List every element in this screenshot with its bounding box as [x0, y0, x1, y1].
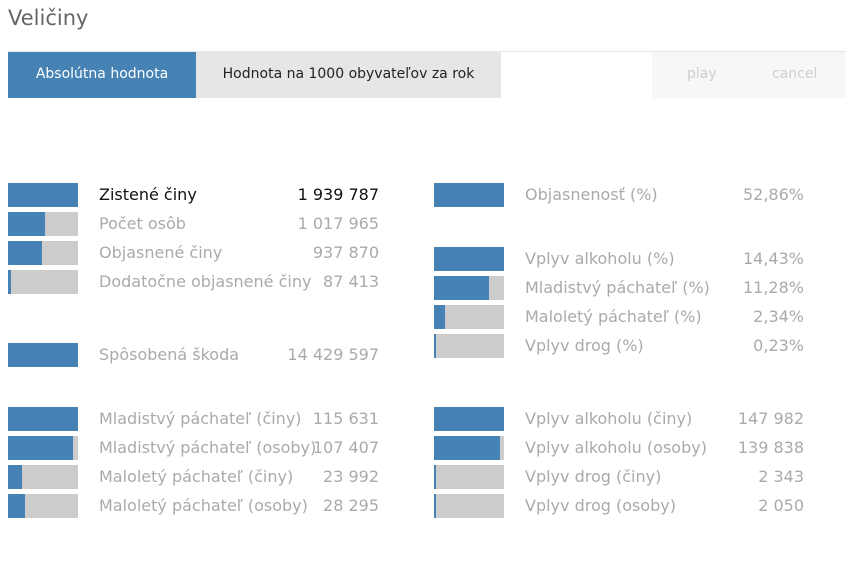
metric-bar: [8, 343, 78, 367]
metric-value: 2 050: [758, 496, 804, 515]
metric-value: 28 295: [323, 496, 379, 515]
metric-value: 2,34%: [753, 307, 804, 326]
metric-value: 14,43%: [742, 249, 804, 268]
tab-absolute-value[interactable]: Absolútna hodnota: [8, 52, 196, 98]
metric-row[interactable]: Maloletý páchateľ (činy) 23 992: [8, 465, 379, 491]
metric-label: Maloletý páchateľ (činy): [99, 467, 294, 486]
metric-bar: [8, 183, 78, 207]
metric-label: Vplyv alkoholu (osoby): [525, 438, 707, 457]
metric-row[interactable]: Vplyv alkoholu (činy) 147 982: [434, 407, 804, 433]
metric-value: 11,28%: [742, 278, 804, 297]
metric-bar: [8, 407, 78, 431]
metric-value: 139 838: [737, 438, 804, 457]
page-title: Veličiny: [8, 6, 89, 30]
metric-bar-fill: [434, 407, 504, 431]
metric-bar: [434, 407, 504, 431]
cancel-button[interactable]: cancel: [772, 66, 818, 82]
metric-value: 23 992: [323, 467, 379, 486]
metric-row[interactable]: Vplyv alkoholu (osoby) 139 838: [434, 436, 804, 462]
metric-bar-fill: [8, 343, 78, 367]
metric-value: 2 343: [758, 467, 804, 486]
metric-value: 115 631: [312, 409, 379, 428]
metric-row[interactable]: Spôsobená škoda 14 429 597: [8, 343, 379, 369]
metric-bar: [8, 465, 78, 489]
metric-row[interactable]: Zistené činy 1 939 787: [8, 183, 379, 209]
metric-label: Zistené činy: [99, 185, 197, 204]
metric-bar-fill: [8, 212, 45, 236]
metric-value: 937 870: [312, 243, 379, 262]
metric-label: Dodatočne objasnené činy: [99, 272, 312, 291]
metric-label: Vplyv drog (osoby): [525, 496, 677, 515]
metric-label: Vplyv drog (%): [525, 336, 644, 355]
metric-row[interactable]: Mladistvý páchateľ (činy) 115 631: [8, 407, 379, 433]
metric-row[interactable]: Počet osôb 1 017 965: [8, 212, 379, 238]
metric-label: Mladistvý páchateľ (osoby): [99, 438, 317, 457]
metric-bar-fill: [8, 465, 22, 489]
metric-row[interactable]: Mladistvý páchateľ (osoby) 107 407: [8, 436, 379, 462]
metric-row[interactable]: Vplyv drog (%) 0,23%: [434, 334, 804, 360]
metric-bar: [8, 436, 78, 460]
metric-bar-fill: [434, 276, 489, 300]
metric-row[interactable]: Maloletý páchateľ (osoby) 28 295: [8, 494, 379, 520]
metric-bar-fill: [434, 305, 445, 329]
metric-bar-fill: [8, 436, 73, 460]
metric-value: 1 939 787: [297, 185, 379, 204]
metric-row[interactable]: Mladistvý páchateľ (%) 11,28%: [434, 276, 804, 302]
metric-bar: [434, 183, 504, 207]
metric-bar: [434, 334, 504, 358]
metric-bar-fill: [8, 270, 11, 294]
metric-value: 147 982: [737, 409, 804, 428]
metric-label: Objasnené činy: [99, 243, 223, 262]
metric-row[interactable]: Maloletý páchateľ (%) 2,34%: [434, 305, 804, 331]
tab-per-1000-inhabitants[interactable]: Hodnota na 1000 obyvateľov za rok: [196, 52, 501, 98]
metric-label: Počet osôb: [99, 214, 186, 233]
metric-bar-fill: [434, 334, 436, 358]
metric-bar-fill: [434, 465, 436, 489]
metric-label: Maloletý páchateľ (osoby): [99, 496, 308, 515]
metric-bar: [434, 436, 504, 460]
metric-label: Mladistvý páchateľ (činy): [99, 409, 302, 428]
metric-bar: [434, 276, 504, 300]
metric-label: Vplyv alkoholu (%): [525, 249, 675, 268]
metric-label: Vplyv drog (činy): [525, 467, 662, 486]
playback-controls: [652, 52, 846, 98]
metric-bar: [8, 270, 78, 294]
metric-value: 14 429 597: [287, 345, 379, 364]
metric-row[interactable]: Vplyv alkoholu (%) 14,43%: [434, 247, 804, 273]
metric-row[interactable]: Dodatočne objasnené činy 87 413: [8, 270, 379, 296]
metric-value: 87 413: [323, 272, 379, 291]
metric-value: 0,23%: [753, 336, 804, 355]
metric-label: Spôsobená škoda: [99, 345, 240, 364]
metric-row[interactable]: Vplyv drog (činy) 2 343: [434, 465, 804, 491]
metric-label: Maloletý páchateľ (%): [525, 307, 702, 326]
metric-label: Vplyv alkoholu (činy): [525, 409, 693, 428]
metric-bar-fill: [8, 494, 25, 518]
metric-bar: [434, 465, 504, 489]
metric-row[interactable]: Vplyv drog (osoby) 2 050: [434, 494, 804, 520]
metric-bar-fill: [8, 241, 42, 265]
metric-bar: [434, 305, 504, 329]
metric-bar: [434, 247, 504, 271]
metric-bar-fill: [434, 183, 504, 207]
title-divider: [8, 51, 846, 52]
play-button[interactable]: play: [687, 66, 717, 82]
metric-bar: [8, 494, 78, 518]
metric-bar: [434, 494, 504, 518]
metric-label: Objasnenosť (%): [525, 185, 658, 204]
metric-bar-fill: [8, 183, 78, 207]
metric-bar-fill: [8, 407, 78, 431]
metric-row[interactable]: Objasnenosť (%) 52,86%: [434, 183, 804, 209]
metric-value: 107 407: [312, 438, 379, 457]
metric-bar-fill: [434, 247, 504, 271]
metric-bar-fill: [434, 436, 500, 460]
metric-bar: [8, 212, 78, 236]
metric-label: Mladistvý páchateľ (%): [525, 278, 710, 297]
metric-value: 52,86%: [742, 185, 804, 204]
metric-bar-fill: [434, 494, 436, 518]
metric-bar: [8, 241, 78, 265]
metric-row[interactable]: Objasnené činy 937 870: [8, 241, 379, 267]
metric-value: 1 017 965: [297, 214, 379, 233]
